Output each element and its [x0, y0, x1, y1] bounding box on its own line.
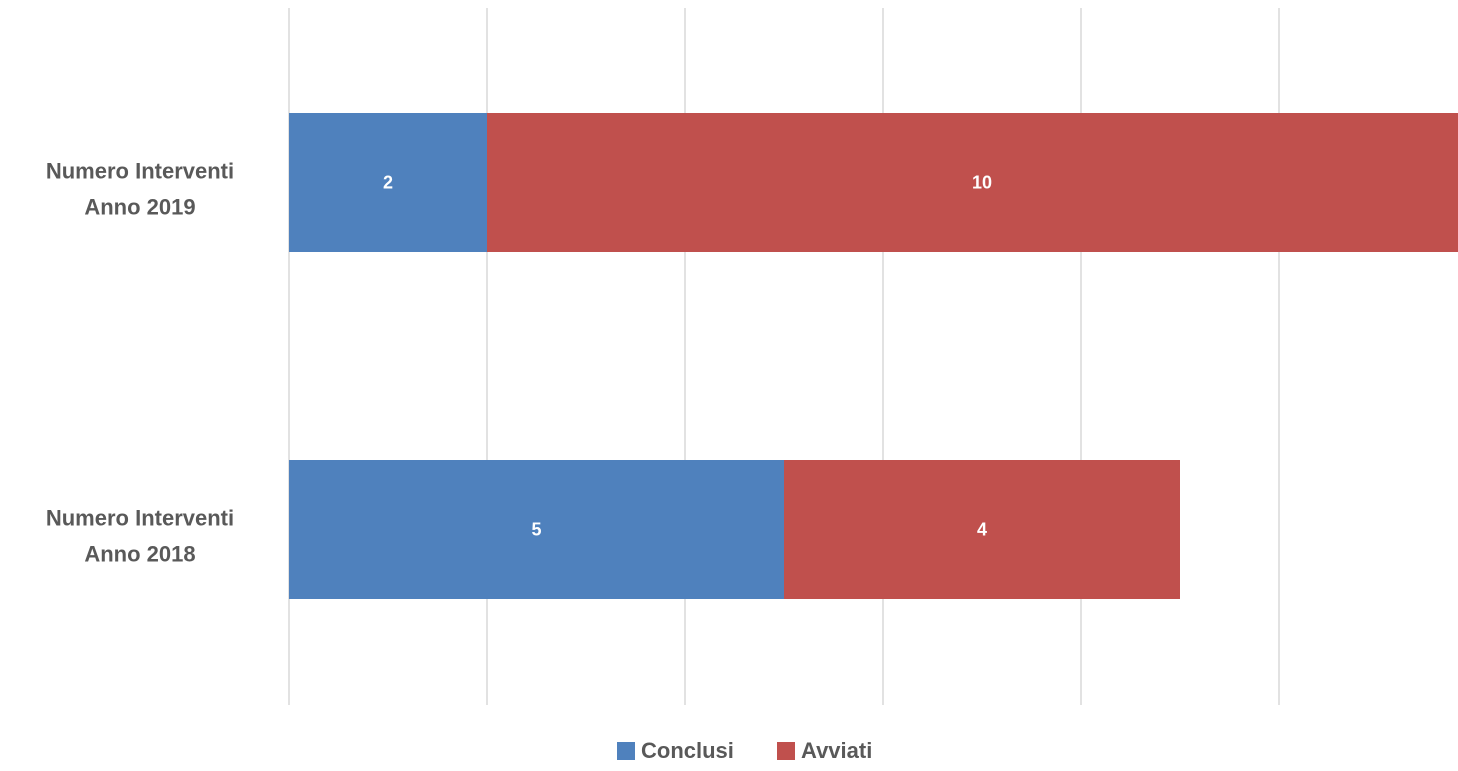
bar-conclusi-0 [289, 113, 487, 252]
bar-label-conclusi-0: 2 [383, 173, 393, 193]
bar-conclusi-1 [289, 460, 784, 599]
legend-label-conclusi: Conclusi [641, 738, 734, 763]
category-label-0: Numero Interventi Anno 2019 [46, 159, 234, 220]
legend-label-avviati: Avviati [801, 738, 872, 763]
category-labels: Numero Interventi Anno 2019 Numero Interve… [46, 159, 234, 567]
bar-label-avviati-0: 10 [972, 173, 992, 193]
bar-label-avviati-1: 4 [977, 520, 987, 540]
gridlines [288, 8, 1280, 705]
bars: 2 10 5 4 [289, 113, 1458, 599]
category-label-1: Numero Interventi Anno 2018 [46, 506, 234, 567]
bar-avviati-0 [487, 113, 1458, 252]
bar-avviati-1 [784, 460, 1180, 599]
legend-swatch-conclusi [617, 742, 635, 760]
legend: Conclusi Avviati [617, 738, 872, 763]
legend-swatch-avviati [777, 742, 795, 760]
bar-label-conclusi-1: 5 [531, 520, 541, 540]
